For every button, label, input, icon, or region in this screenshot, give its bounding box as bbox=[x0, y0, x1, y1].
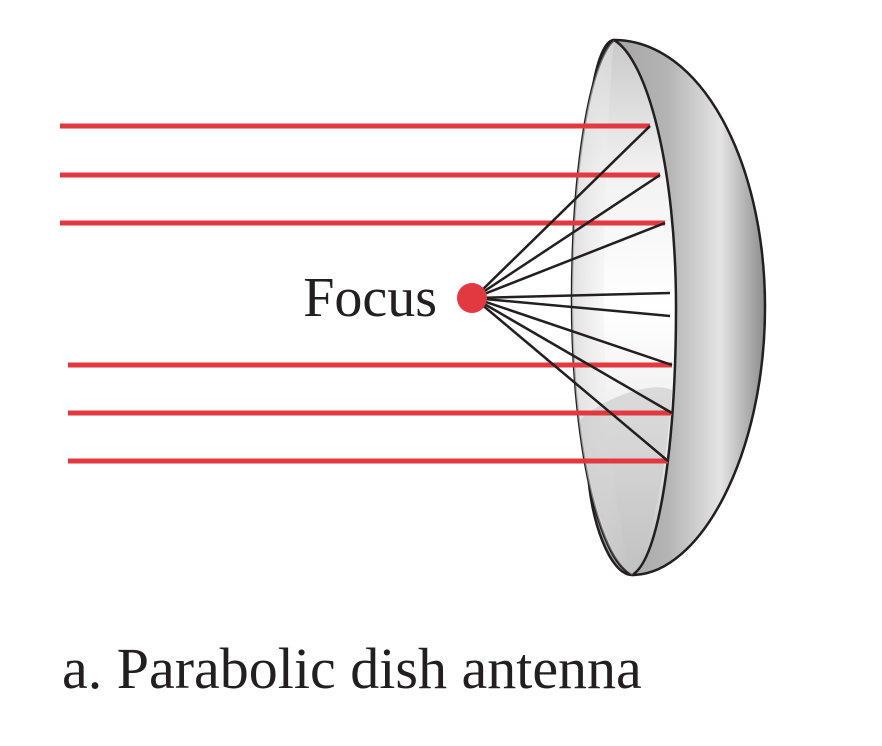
figure-caption: a. Parabolic dish antenna bbox=[62, 636, 642, 701]
focus-label: Focus bbox=[303, 267, 437, 329]
focus-point bbox=[457, 283, 487, 313]
reflected-line bbox=[473, 221, 666, 300]
incoming-rays bbox=[60, 123, 672, 464]
reflected-line bbox=[473, 125, 651, 299]
reflected-line bbox=[473, 297, 669, 462]
dish-lower-shadow bbox=[580, 387, 672, 575]
reflected-line bbox=[473, 173, 661, 300]
reflected-line bbox=[473, 296, 673, 367]
reflected-line bbox=[473, 296, 673, 415]
reflected-lines bbox=[473, 125, 673, 462]
reflected-line bbox=[473, 291, 671, 300]
reflected-line bbox=[473, 296, 671, 318]
